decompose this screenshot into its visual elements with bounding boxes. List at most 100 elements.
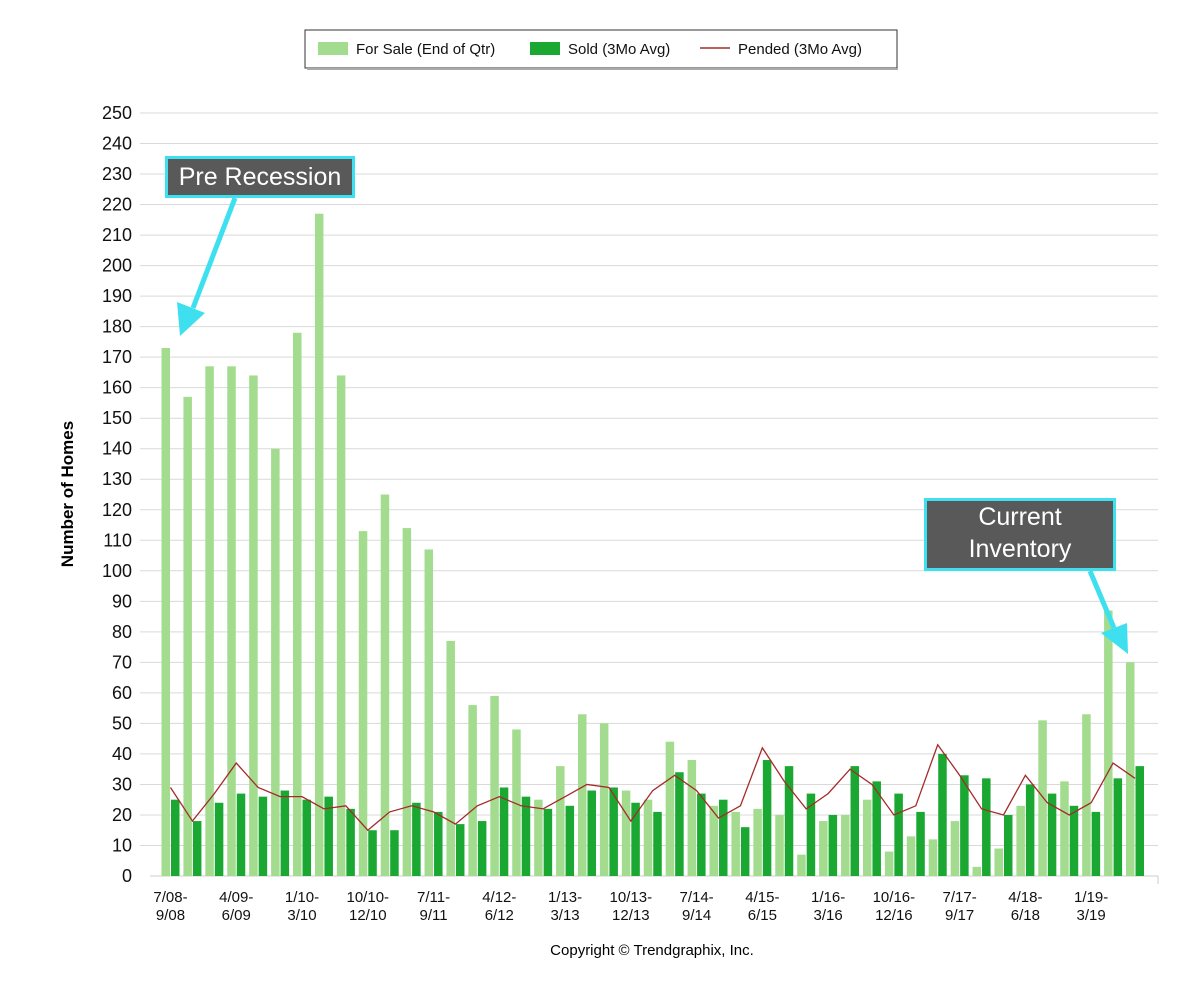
arrowhead <box>177 302 205 336</box>
x-tick-label: 1/10-3/10 <box>285 889 319 924</box>
y-tick-label: 160 <box>102 378 132 398</box>
bar <box>565 805 575 876</box>
bar <box>906 836 916 876</box>
y-tick-label: 210 <box>102 225 132 245</box>
x-tick-label: 10/16-12/16 <box>873 889 916 924</box>
y-tick-label: 70 <box>112 652 132 672</box>
bar <box>894 793 903 876</box>
bar <box>731 811 740 876</box>
x-tick-label: 4/12-6/12 <box>482 889 516 924</box>
bar <box>577 714 587 876</box>
y-tick-label: 90 <box>112 591 132 611</box>
bar <box>819 821 828 876</box>
bar <box>709 805 719 876</box>
bar <box>643 799 653 876</box>
bar <box>687 760 697 876</box>
arrowhead <box>1101 623 1128 654</box>
x-tick-label: 4/09-6/09 <box>219 889 253 924</box>
x-tick-label: 10/10-12/10 <box>347 889 390 924</box>
bar <box>762 760 772 876</box>
legend-label: Sold (3Mo Avg) <box>568 41 670 58</box>
bar <box>719 799 728 876</box>
bar <box>872 781 881 876</box>
bar <box>214 802 224 876</box>
bar <box>236 793 246 876</box>
bar <box>982 778 991 876</box>
x-tick-label: 1/13-3/13 <box>548 889 582 924</box>
bar <box>916 811 925 876</box>
y-tick-label: 220 <box>102 195 132 215</box>
bar <box>271 448 280 876</box>
y-tick-label: 20 <box>112 805 132 825</box>
bar <box>446 640 455 876</box>
bar <box>324 796 333 876</box>
bar <box>1135 766 1144 876</box>
bar <box>653 811 662 876</box>
bar <box>455 824 465 876</box>
bar <box>928 839 938 876</box>
bar <box>368 830 377 876</box>
bar <box>1003 814 1013 876</box>
y-tick-label: 10 <box>112 835 132 855</box>
y-tick-label: 170 <box>102 347 132 367</box>
legend-box <box>304 29 898 69</box>
bar <box>841 814 850 876</box>
x-tick-label: 1/19-3/19 <box>1074 889 1108 924</box>
bar <box>1038 720 1047 876</box>
y-tick-label: 180 <box>102 317 132 337</box>
annotation: Current Inventory <box>924 498 1116 571</box>
y-tick-label: 250 <box>102 103 132 123</box>
bar <box>1047 793 1057 876</box>
x-tick-label: 7/08-9/08 <box>153 889 187 924</box>
y-tick-label: 120 <box>102 500 132 520</box>
x-tick-label: 4/18-6/18 <box>1008 889 1042 924</box>
bar <box>192 821 202 876</box>
bar <box>1016 805 1025 876</box>
y-tick-label: 190 <box>102 286 132 306</box>
bar <box>599 723 609 876</box>
bar <box>499 787 509 876</box>
bar <box>249 375 258 876</box>
bar <box>797 854 806 876</box>
bar <box>227 366 236 876</box>
y-tick-label: 80 <box>112 622 132 642</box>
y-tick-label: 60 <box>112 683 132 703</box>
bar <box>477 821 487 876</box>
x-tick-label: 4/15-6/15 <box>745 889 779 924</box>
bar <box>994 848 1003 876</box>
bar <box>784 766 794 876</box>
footer: Copyright © Trendgraphix, Inc. <box>550 942 754 959</box>
bar <box>302 799 312 876</box>
bar <box>665 741 675 876</box>
bar <box>171 799 180 876</box>
bar <box>490 695 499 876</box>
legend-label: For Sale (End of Qtr) <box>356 41 495 58</box>
bar <box>740 827 750 876</box>
bar <box>1091 811 1101 876</box>
bar <box>587 790 596 876</box>
y-tick-label: 140 <box>102 439 132 459</box>
bar <box>336 375 346 876</box>
bar <box>556 766 565 876</box>
bar <box>512 729 521 876</box>
bar <box>775 814 784 876</box>
bar <box>424 549 434 876</box>
x-tick-label: 10/13-12/13 <box>610 889 653 924</box>
y-axis-label: Number of Homes <box>58 421 77 567</box>
bar <box>468 705 477 876</box>
legend-swatch <box>530 42 560 55</box>
bar <box>850 766 860 876</box>
bar <box>161 348 170 876</box>
bar <box>258 796 268 876</box>
bar <box>753 808 762 876</box>
bar <box>938 753 947 876</box>
bar <box>402 528 412 876</box>
y-tick-label: 130 <box>102 469 132 489</box>
bar <box>1126 662 1135 876</box>
line <box>169 743 1136 832</box>
bar <box>1082 714 1091 876</box>
bar <box>293 332 302 876</box>
bar <box>183 396 192 876</box>
